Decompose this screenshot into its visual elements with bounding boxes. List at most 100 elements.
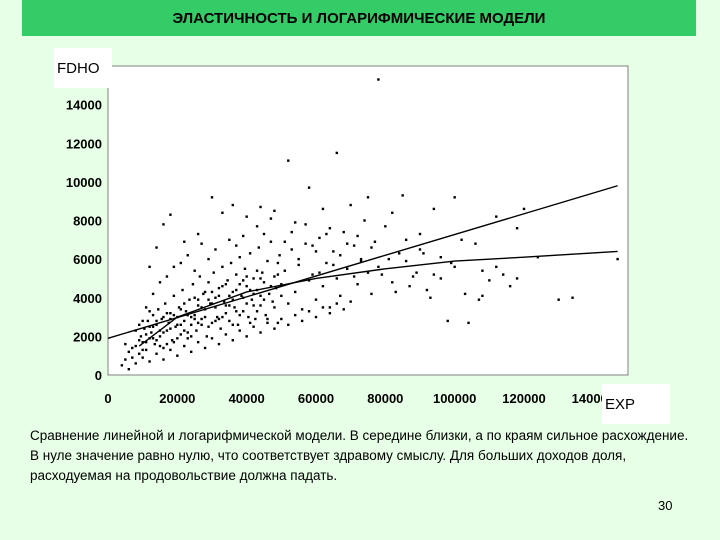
data-point <box>467 321 470 325</box>
data-point <box>266 259 269 263</box>
data-point <box>446 319 449 323</box>
data-point <box>162 331 165 334</box>
y-tick-label: 6000 <box>73 252 102 267</box>
data-point <box>425 288 429 292</box>
data-point <box>228 304 231 307</box>
data-point <box>259 331 262 334</box>
page-number: 30 <box>658 498 673 513</box>
data-point <box>325 232 328 236</box>
data-point <box>325 261 328 265</box>
data-point <box>236 323 240 326</box>
data-point <box>203 290 207 294</box>
data-point <box>380 273 384 276</box>
data-point <box>259 304 262 307</box>
data-point <box>314 298 318 301</box>
data-point <box>169 327 172 330</box>
data-point <box>522 207 526 211</box>
data-point <box>280 317 283 321</box>
logarithmic-fit-line <box>138 250 618 347</box>
data-point <box>165 312 169 315</box>
data-point <box>151 292 155 296</box>
data-point <box>127 350 130 354</box>
data-point <box>210 302 214 305</box>
data-point <box>120 364 124 367</box>
data-point <box>463 292 467 296</box>
data-point <box>432 273 436 276</box>
data-point <box>148 310 151 313</box>
data-point <box>231 203 234 207</box>
data-point <box>248 321 252 325</box>
data-point <box>352 275 356 278</box>
data-point <box>242 279 245 282</box>
data-point <box>259 294 262 298</box>
data-point <box>190 323 193 326</box>
data-point <box>183 329 186 332</box>
data-point <box>411 275 415 278</box>
data-point <box>155 246 158 249</box>
data-point <box>283 240 286 243</box>
data-point <box>221 315 224 319</box>
data-point <box>391 281 394 284</box>
data-point <box>165 342 169 346</box>
data-point <box>141 319 144 323</box>
data-point <box>153 342 156 346</box>
data-point <box>287 302 290 305</box>
data-point <box>273 327 276 330</box>
data-point <box>144 348 148 352</box>
data-point <box>157 308 160 311</box>
caption-text: Сравнение линейной и логарифмической мод… <box>30 428 689 483</box>
data-point <box>176 354 179 357</box>
data-point <box>151 337 155 340</box>
data-point <box>240 294 243 298</box>
data-point <box>557 298 560 301</box>
x-tick-label: 100000 <box>433 391 476 406</box>
data-point <box>356 234 359 238</box>
x-tick-label: 0 <box>104 391 111 406</box>
data-point <box>210 337 214 340</box>
data-point <box>183 344 186 348</box>
data-point <box>207 257 210 261</box>
data-point <box>248 288 252 292</box>
data-point <box>450 261 453 265</box>
data-point <box>422 252 425 255</box>
data-point <box>148 265 151 269</box>
x-tick-label: 40000 <box>229 391 265 406</box>
data-point <box>404 238 408 242</box>
data-point <box>214 306 217 309</box>
data-point <box>195 329 198 332</box>
slide-title: ЭЛАСТИЧНОСТЬ И ЛОГАРИФМИЧЕСКИЕ МОДЕЛИ <box>172 9 546 27</box>
data-point <box>228 319 231 323</box>
data-point <box>269 240 273 243</box>
data-point <box>311 273 314 276</box>
data-point <box>264 313 267 317</box>
x-tick-label: 120000 <box>502 391 545 406</box>
data-point <box>177 306 181 309</box>
data-point <box>217 342 221 346</box>
data-point <box>328 312 332 315</box>
data-point <box>172 340 176 344</box>
data-point <box>247 315 250 319</box>
data-point <box>221 265 224 269</box>
data-point <box>262 232 266 236</box>
data-point <box>138 339 141 342</box>
data-point <box>174 325 177 328</box>
data-point <box>217 286 221 290</box>
data-point <box>616 257 619 261</box>
data-point <box>318 271 321 274</box>
data-point <box>359 257 363 261</box>
data-point <box>165 275 169 278</box>
data-point <box>144 333 148 336</box>
y-tick-label: 8000 <box>73 214 102 229</box>
data-point <box>297 263 300 267</box>
data-point <box>231 339 234 342</box>
data-point <box>398 252 401 255</box>
data-point <box>346 242 349 245</box>
data-point <box>318 236 321 240</box>
data-point <box>418 232 422 236</box>
data-point <box>179 308 182 311</box>
data-point <box>209 302 212 305</box>
data-point <box>453 265 456 269</box>
data-point <box>224 312 228 315</box>
data-point <box>481 294 484 298</box>
data-point <box>321 284 325 288</box>
